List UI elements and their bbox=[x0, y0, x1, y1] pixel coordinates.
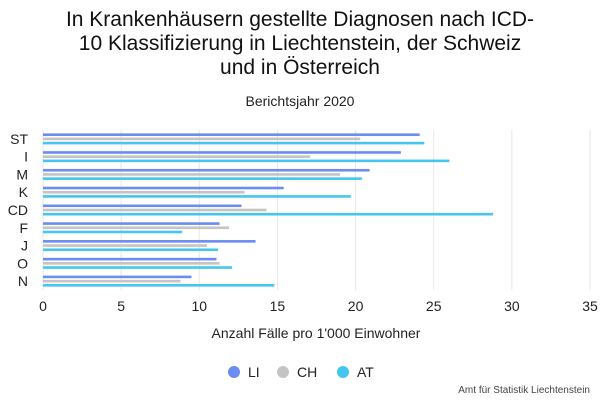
category-label-n: N bbox=[18, 273, 28, 289]
x-tick-label-0: 0 bbox=[39, 298, 47, 314]
bar-ch-st[interactable] bbox=[43, 137, 361, 141]
bar-at-st[interactable] bbox=[43, 141, 425, 145]
legend-item-li[interactable]: LI bbox=[228, 362, 260, 382]
bar-li-j[interactable] bbox=[43, 240, 256, 243]
bar-at-k[interactable] bbox=[43, 195, 351, 198]
category-label-o: O bbox=[17, 255, 28, 271]
bar-li-i[interactable] bbox=[43, 151, 401, 154]
x-axis-title: Anzahl Fälle pro 1'000 Einwohner bbox=[212, 325, 421, 341]
category-label-j: J bbox=[21, 238, 28, 254]
category-label-cd: CD bbox=[8, 202, 28, 218]
x-tick-labels: 0 5 10 15 20 25 30 35 bbox=[39, 298, 598, 314]
chart-title: In Krankenhäusern gestellte Diagnosen na… bbox=[0, 8, 600, 80]
bar-li-k[interactable] bbox=[43, 186, 284, 190]
bar-li-o[interactable] bbox=[43, 257, 217, 261]
bars bbox=[43, 133, 494, 287]
bar-ch-m[interactable] bbox=[43, 173, 340, 176]
chart-title-line-1: In Krankenhäusern gestellte Diagnosen na… bbox=[65, 8, 535, 31]
bar-at-n[interactable] bbox=[43, 284, 275, 287]
bar-at-o[interactable] bbox=[43, 266, 233, 269]
x-tick-label-20: 20 bbox=[348, 298, 364, 314]
bar-ch-cd[interactable] bbox=[43, 208, 267, 212]
bar-li-f[interactable] bbox=[43, 222, 220, 225]
bar-li-st[interactable] bbox=[43, 133, 420, 136]
legend-item-at[interactable]: AT bbox=[337, 362, 374, 382]
legend-label-li: LI bbox=[248, 364, 260, 380]
category-label-st: ST bbox=[10, 131, 28, 147]
bar-ch-j[interactable] bbox=[43, 244, 208, 247]
chart-subtitle: Berichtsjahr 2020 bbox=[245, 93, 355, 109]
category-label-k: K bbox=[19, 184, 29, 200]
legend-label-at: AT bbox=[357, 364, 374, 380]
legend-marker-ch bbox=[277, 366, 289, 378]
source-credit: Amt für Statistik Liechtenstein bbox=[458, 385, 590, 396]
x-tick-label-30: 30 bbox=[504, 298, 520, 314]
bar-at-j[interactable] bbox=[43, 248, 219, 252]
bar-ch-i[interactable] bbox=[43, 155, 311, 158]
bar-li-n[interactable] bbox=[43, 275, 192, 279]
bar-ch-n[interactable] bbox=[43, 279, 181, 283]
x-tick-label-10: 10 bbox=[191, 298, 207, 314]
bar-at-m[interactable] bbox=[43, 177, 362, 180]
chart-title-line-3: und in Österreich bbox=[220, 56, 380, 79]
chart-title-line-2: 10 Klassifizierung in Liechtenstein, der… bbox=[78, 32, 522, 55]
bar-ch-k[interactable] bbox=[43, 190, 245, 194]
bar-at-f[interactable] bbox=[43, 230, 183, 234]
bar-at-i[interactable] bbox=[43, 159, 450, 163]
bar-ch-o[interactable] bbox=[43, 262, 220, 265]
x-tick-label-25: 25 bbox=[426, 298, 442, 314]
category-label-f: F bbox=[19, 220, 28, 236]
category-label-i: I bbox=[24, 149, 28, 165]
legend-marker-at bbox=[337, 366, 349, 378]
x-tick-label-5: 5 bbox=[117, 298, 125, 314]
category-label-m: M bbox=[16, 166, 28, 182]
bar-li-cd[interactable] bbox=[43, 204, 242, 208]
x-tick-label-35: 35 bbox=[582, 298, 598, 314]
x-tick-label-15: 15 bbox=[270, 298, 286, 314]
legend-item-ch[interactable]: CH bbox=[277, 362, 317, 382]
bar-li-m[interactable] bbox=[43, 168, 370, 172]
bar-ch-f[interactable] bbox=[43, 226, 229, 230]
legend: LI CH AT bbox=[0, 362, 600, 382]
bar-at-cd[interactable] bbox=[43, 212, 494, 216]
legend-label-ch: CH bbox=[297, 364, 318, 380]
legend-marker-li bbox=[228, 366, 240, 378]
